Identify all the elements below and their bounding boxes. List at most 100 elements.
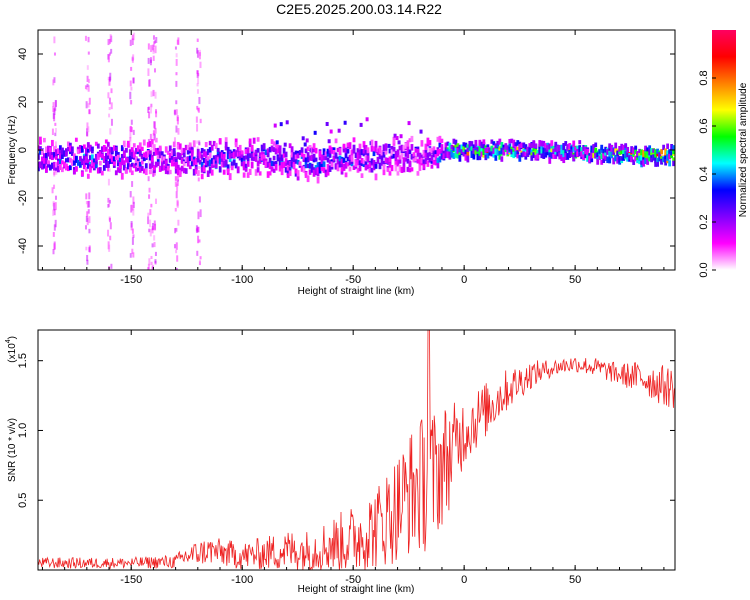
spectrogram-cell (164, 146, 168, 153)
spectrogram-cell (74, 156, 78, 163)
spectrogram-streak-cell (54, 99, 57, 107)
spectrogram-streak-cell (107, 203, 110, 208)
spectrogram-cell (518, 155, 522, 162)
spectrogram-cell (554, 147, 558, 152)
spectrogram-streak-cell (85, 193, 88, 200)
spectrogram-cell (90, 154, 94, 160)
spectrogram-cell (612, 148, 616, 155)
spectrogram-cell (584, 149, 588, 155)
spectrogram-cell (502, 144, 506, 150)
spectrogram-cell (400, 145, 404, 151)
spectrogram-cell (514, 150, 518, 157)
spectrogram-streak-cell (86, 259, 89, 265)
spectrogram-cell (128, 166, 132, 173)
spectrogram-scatter-cell (301, 136, 305, 141)
spectrogram-cell (562, 148, 566, 154)
spectrogram-cell (312, 143, 316, 149)
spectrogram-cell (388, 171, 392, 176)
spectrogram-cell (262, 143, 266, 150)
spectrogram-streak-cell (150, 255, 153, 260)
spectrogram-cell (574, 151, 578, 158)
spectrogram-cell (600, 159, 604, 165)
spectrogram-cell (94, 156, 98, 162)
spectrogram-y-tick-label: 40 (17, 48, 29, 60)
spectrogram-streak-cell (151, 228, 154, 234)
spectrogram-cell (498, 154, 502, 160)
spectrogram-cell (326, 168, 330, 176)
spectrogram-streak-cell (110, 118, 113, 126)
spectrogram-streak-cell (147, 156, 150, 164)
spectrogram-cell (42, 157, 46, 164)
spectrogram-cell (664, 148, 668, 156)
spectrogram-cell (608, 151, 612, 159)
spectrogram-cell (118, 163, 122, 169)
spectrogram-cell (114, 170, 118, 176)
spectrogram-cell (378, 154, 382, 160)
spectrogram-streak-cell (88, 97, 91, 105)
spectrogram-streak-cell (131, 57, 134, 63)
spectrogram-cell (312, 169, 316, 177)
spectrogram-streak-cell (173, 109, 176, 116)
spectrogram-cell (656, 161, 660, 167)
spectrogram-cell (102, 165, 106, 171)
spectrogram-scatter-cell (327, 139, 331, 144)
spectrogram-streak-cell (148, 228, 151, 233)
spectrogram-cell (226, 164, 230, 172)
spectrogram-streak-cell (107, 76, 110, 81)
spectrogram-streak-cell (196, 89, 199, 94)
spectrogram-cell (98, 167, 102, 174)
spectrogram-cell (528, 143, 532, 148)
spectrogram-streak-cell (54, 195, 57, 200)
spectrogram-streak-cell (109, 128, 112, 135)
spectrogram-cell (96, 167, 100, 174)
spectrogram-cell (290, 161, 294, 168)
spectrogram-cell (646, 158, 650, 165)
spectrogram-scatter-cell (313, 130, 317, 135)
spectrogram-cell (408, 160, 412, 168)
spectrogram-scatter-cell (275, 140, 279, 145)
spectrogram-streak-cell (196, 140, 199, 144)
spectrogram-cell (356, 167, 360, 173)
spectrogram-cell (380, 150, 384, 156)
spectrogram-cell (568, 146, 572, 153)
spectrogram-cell (174, 176, 178, 181)
spectrogram-cell (162, 156, 166, 161)
spectrogram-streak-cell (110, 263, 113, 269)
spectrogram-cell (352, 144, 356, 150)
spectrogram-cell (94, 141, 98, 146)
spectrogram-streak-cell (109, 222, 112, 230)
spectrogram-streak-cell (149, 219, 152, 228)
spectrogram-streak-cell (132, 252, 135, 258)
spectrogram-cell (428, 140, 432, 146)
spectrogram-cell (630, 146, 634, 154)
spectrogram-cell (42, 153, 46, 158)
spectrogram-cell (472, 153, 476, 160)
spectrogram-cell (548, 143, 552, 150)
spectrogram-cell (126, 162, 130, 170)
spectrogram-cell (320, 166, 324, 172)
spectrogram-streak-cell (131, 228, 134, 234)
spectrogram-cell (306, 156, 310, 163)
spectrogram-cell (276, 155, 280, 162)
spectrogram-streak-cell (175, 53, 178, 58)
spectrogram-cell (466, 147, 470, 152)
spectrogram-streak-cell (129, 191, 132, 198)
spectrogram-cell (406, 151, 410, 159)
spectrogram-cell (590, 152, 594, 159)
spectrogram-cell (340, 161, 344, 168)
spectrogram-cell (672, 149, 675, 155)
spectrogram-cell (228, 150, 232, 158)
spectrogram-cell (434, 150, 438, 156)
spectrogram-cell (130, 162, 134, 167)
spectrogram-cell (242, 155, 246, 161)
spectrogram-cell (656, 152, 660, 157)
spectrogram-cell (172, 156, 176, 162)
spectrogram-cell (38, 136, 42, 143)
spectrogram-streak-cell (175, 249, 178, 254)
spectrogram-streak-cell (54, 132, 57, 137)
spectrogram-cell (84, 147, 88, 154)
spectrogram-cell (552, 145, 556, 151)
spectrogram-cell (186, 150, 190, 155)
spectrogram-cell (382, 164, 386, 170)
